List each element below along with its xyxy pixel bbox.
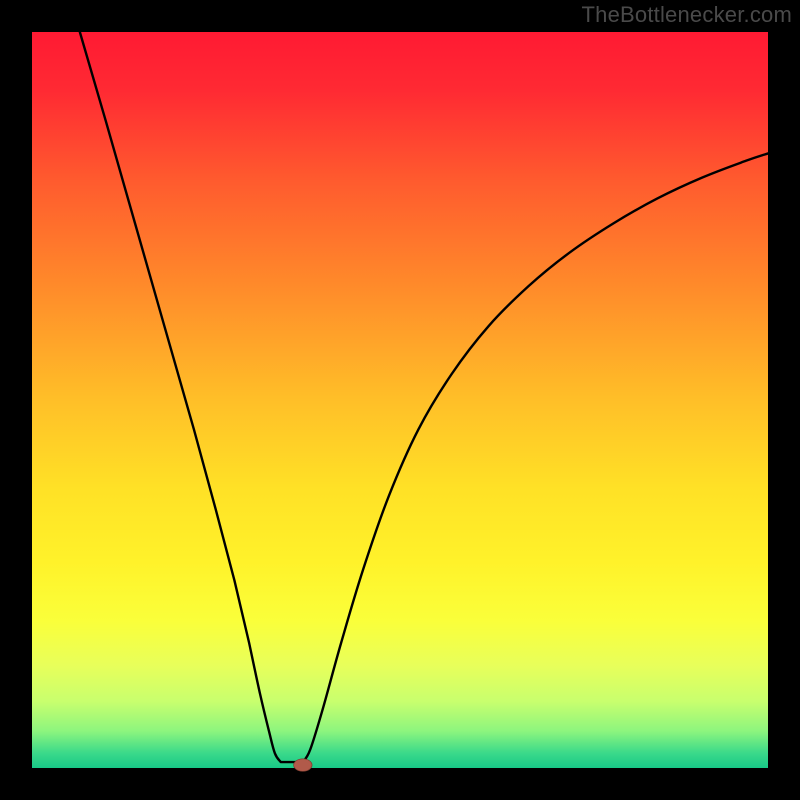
bottleneck-chart xyxy=(0,0,800,800)
chart-svg xyxy=(0,0,800,800)
watermark-label: TheBottlenecker.com xyxy=(582,2,792,28)
chart-background xyxy=(32,32,768,768)
optimal-point-marker xyxy=(294,759,312,772)
